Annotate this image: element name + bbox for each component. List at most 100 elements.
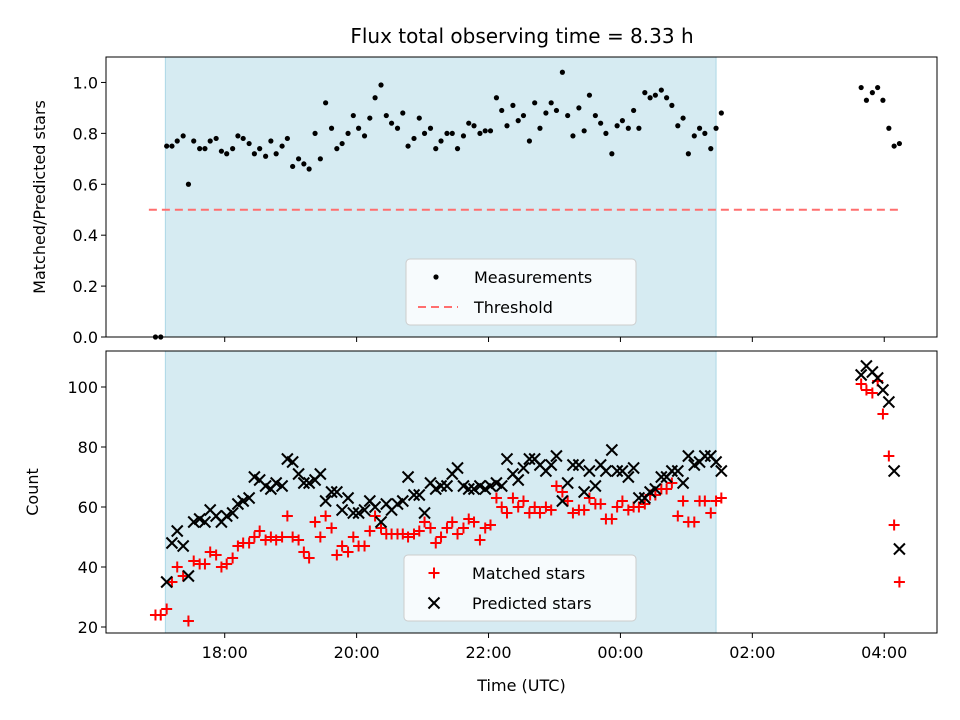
- matched-star-point: [326, 522, 338, 534]
- measurement-point: [388, 120, 395, 126]
- predicted-star-point: [709, 455, 723, 469]
- matched-star-point: [562, 495, 574, 507]
- matched-star-point: [855, 378, 867, 390]
- predicted-star-point: [396, 494, 409, 508]
- measurement-point: [339, 140, 345, 147]
- measurement-point: [279, 143, 285, 149]
- measurement-point: [383, 112, 389, 119]
- legend-measurements-label: Measurements: [474, 268, 592, 287]
- matched-star-point: [424, 522, 436, 534]
- predicted-star-point: [226, 506, 239, 520]
- legend-threshold-label: Threshold: [473, 298, 553, 317]
- measurement-point: [886, 125, 892, 131]
- matched-star-point: [490, 492, 502, 504]
- measurement-point: [263, 153, 269, 159]
- measurement-point: [663, 95, 670, 101]
- matched-star-point: [248, 531, 260, 543]
- matched-star-point: [276, 531, 288, 543]
- measurement-point: [246, 140, 252, 147]
- matched-star-point: [243, 537, 255, 549]
- time-x-tick-label: 00:00: [597, 643, 643, 662]
- measurement-point: [185, 181, 192, 187]
- measurement-point: [213, 135, 219, 142]
- measurement-point: [553, 107, 560, 114]
- predicted-star-point: [887, 464, 901, 478]
- ratio-panel: 0.0 0.2 0.4 0.6 0.8 1.0 Matched/Predicted sta…: [30, 56, 938, 347]
- measurement-point: [257, 146, 263, 152]
- measurement-point: [345, 130, 351, 136]
- matched-star-point: [550, 480, 562, 492]
- predicted-star-point: [413, 488, 426, 502]
- predicted-star-point: [330, 485, 344, 499]
- matched-star-point: [199, 558, 211, 570]
- measurement-point: [466, 120, 472, 126]
- matched-star-point: [430, 537, 442, 549]
- predicted-star-point: [236, 494, 250, 508]
- measurement-point: [317, 156, 323, 162]
- predicted-star-point: [610, 464, 624, 478]
- time-x-tick-label: 18:00: [202, 643, 248, 662]
- measurement-point: [896, 140, 903, 147]
- matched-star-point: [221, 558, 233, 570]
- count-panel-frame: [105, 350, 938, 634]
- predicted-star-point: [352, 506, 365, 520]
- matched-star-point: [677, 495, 689, 507]
- legend-matched-label: Matched stars: [472, 564, 585, 583]
- ratio-y-tick-label: 0.6: [73, 175, 98, 194]
- measurement-point: [504, 123, 510, 129]
- measurement-point: [675, 123, 681, 129]
- measurement-point: [598, 120, 604, 126]
- measurement-point: [614, 123, 620, 129]
- predicted-star-point: [572, 458, 586, 472]
- measurement-point: [164, 143, 170, 149]
- predicted-star-point: [882, 395, 896, 409]
- predicted-star-point: [556, 494, 569, 508]
- matched-star-point: [281, 510, 293, 522]
- predicted-star-point: [577, 485, 591, 499]
- matched-star-point: [293, 534, 305, 546]
- measurement-point: [444, 130, 450, 136]
- measurement-point: [669, 102, 675, 108]
- matched-star-point: [342, 546, 354, 558]
- matched-star-point: [529, 501, 541, 513]
- predicted-star-point: [561, 476, 574, 490]
- measurement-point: [680, 115, 686, 121]
- measurement-point: [295, 156, 302, 162]
- matched-star-point: [210, 549, 222, 561]
- count-y-tick-label: 20: [78, 618, 98, 637]
- measurement-point: [191, 138, 197, 144]
- count-y-tick-label: 100: [67, 378, 98, 397]
- count-legend: Matched stars Predicted stars: [403, 554, 637, 622]
- measurement-point: [411, 135, 417, 142]
- predicted-star-point: [407, 488, 421, 502]
- matched-star-point: [227, 552, 239, 564]
- measurement-point: [301, 161, 307, 167]
- measurement-point: [487, 128, 494, 134]
- matched-star-point: [485, 519, 497, 531]
- matched-star-point: [369, 510, 381, 522]
- matched-star-point: [419, 516, 431, 528]
- predicted-star-point: [871, 371, 884, 385]
- measurement-point: [449, 130, 455, 136]
- measurement-point: [713, 125, 719, 131]
- measurement-point: [367, 115, 373, 121]
- measurement-point: [863, 97, 870, 103]
- matched-star-point: [413, 525, 425, 537]
- matched-star-point: [666, 477, 678, 489]
- matched-star-point: [435, 531, 447, 543]
- matched-star-point: [314, 531, 326, 543]
- matched-star-point: [501, 507, 513, 519]
- predicted-star-point: [893, 542, 906, 556]
- measurement-point: [858, 84, 864, 91]
- matched-star-point: [298, 546, 310, 558]
- predicted-star-point: [220, 509, 233, 523]
- measurement-point: [691, 133, 697, 139]
- measurement-point: [202, 146, 208, 152]
- matched-star-point: [166, 576, 178, 588]
- matched-star-point: [517, 495, 529, 507]
- matched-star-point: [688, 516, 700, 528]
- measurement-point: [230, 146, 236, 152]
- predicted-star-point: [358, 503, 371, 517]
- measurement-point: [875, 84, 881, 91]
- matched-star-point: [893, 576, 905, 588]
